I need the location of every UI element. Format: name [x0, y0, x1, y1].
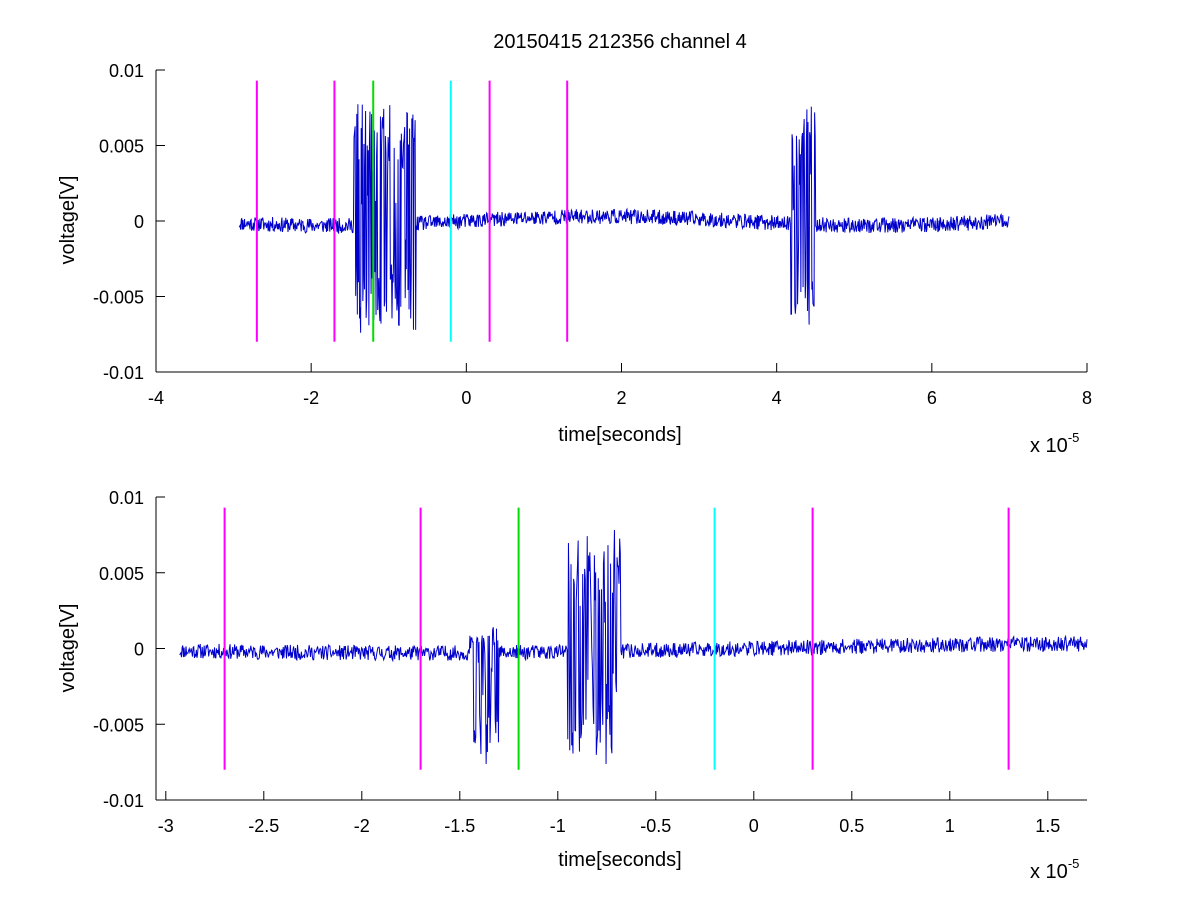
- plot-bottom-x-tick-label: 0.5: [839, 816, 864, 836]
- plot-top-x-tick-label: 8: [1082, 388, 1092, 408]
- plot-bottom-x-tick-label: -1.5: [444, 816, 475, 836]
- plot-bottom-x-tick-label: -2.5: [248, 816, 279, 836]
- plot-top-x-multiplier: x 10-5: [1030, 430, 1079, 457]
- plot-bottom-ylabel: voltage[V]: [57, 604, 79, 693]
- plot-bottom-x-multiplier: x 10-5: [1030, 856, 1079, 883]
- plot-bottom-x-tick-label: -1: [550, 816, 566, 836]
- plot-top-x-tick-label: 0: [461, 388, 471, 408]
- plot-bottom-axes: -3 -2.5 -2 -1.5 -1 -0.5 0 0.5 1 1.5 -0.01 -0.005 0 0.…: [93, 488, 1087, 836]
- plot-top-x-multiplier-exponent: -5: [1068, 430, 1080, 445]
- plot-top-xlabel: time[seconds]: [558, 424, 681, 446]
- plot-top-y-tick-label: 0.005: [99, 137, 144, 157]
- plot-bottom-signal-layer: [179, 530, 1088, 764]
- plot-bottom-y-tick-label: 0: [134, 640, 144, 660]
- plot-top-x-tick-label: -2: [303, 388, 319, 408]
- plot-bottom: -3 -2.5 -2 -1.5 -1 -0.5 0 0.5 1 1.5 -0.01 -0.005 0 0.…: [57, 488, 1088, 883]
- plot-top-x-tick-label: 6: [927, 388, 937, 408]
- plot-top-x-tick-label: -4: [148, 388, 164, 408]
- plot-top-axes: -4 -2 0 2 4 6 8 -0.01 -0.005 0 0.005 0.01: [93, 61, 1092, 408]
- plot-bottom-markers-layer: [223, 507, 1010, 770]
- plot-top: -4 -2 0 2 4 6 8 -0.01 -0.005 0 0.005 0.01 time[seco…: [57, 61, 1092, 457]
- plot-top-x-tick-label: 2: [616, 388, 626, 408]
- plot-bottom-y-tick-label: 0.005: [99, 564, 144, 584]
- plot-top-y-tick-label: -0.01: [103, 363, 144, 383]
- plot-bottom-y-tick-label: 0.01: [109, 488, 144, 508]
- plot-bottom-x-tick-label: 1.5: [1035, 816, 1060, 836]
- plot-bottom-x-multiplier-exponent: -5: [1068, 856, 1080, 871]
- plot-top-y-tick-label: 0.01: [109, 61, 144, 81]
- plot-top-x-tick-label: 4: [772, 388, 782, 408]
- plot-bottom-signal-line: [179, 530, 1088, 764]
- plot-bottom-xlabel: time[seconds]: [558, 849, 681, 871]
- plot-bottom-y-tick-label: -0.01: [103, 791, 144, 811]
- plot-bottom-x-multiplier-base: x 10: [1030, 861, 1068, 883]
- plot-top-x-multiplier-base: x 10: [1030, 435, 1068, 457]
- plot-bottom-x-tick-label: -0.5: [640, 816, 671, 836]
- plot-bottom-x-tick-label: 1: [945, 816, 955, 836]
- plot-bottom-x-tick-label: 0: [749, 816, 759, 836]
- plot-bottom-x-tick-label: -3: [158, 816, 174, 836]
- plot-top-signal-line: [238, 104, 1010, 333]
- plot-top-markers-layer: [255, 80, 569, 342]
- plot-top-y-tick-label: 0: [134, 212, 144, 232]
- chart-title: 20150415 212356 channel 4: [493, 31, 747, 53]
- plot-top-ylabel: voltage[V]: [57, 176, 79, 265]
- plot-top-signal-layer: [238, 104, 1010, 333]
- plot-bottom-x-tick-label: -2: [354, 816, 370, 836]
- plot-top-y-tick-label: -0.005: [93, 288, 144, 308]
- plot-bottom-y-tick-label: -0.005: [93, 715, 144, 735]
